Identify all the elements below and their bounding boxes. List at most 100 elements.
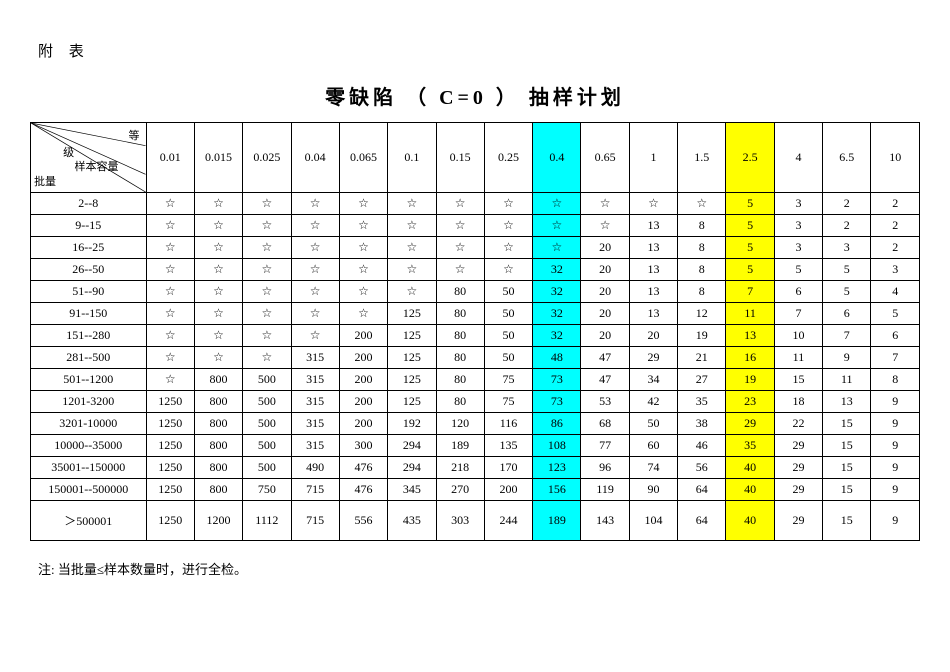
sample-size-cell: 75 (484, 391, 532, 413)
table-row: 9--15☆☆☆☆☆☆☆☆☆☆1385322 (31, 215, 920, 237)
sample-size-cell: ☆ (146, 215, 194, 237)
sample-size-cell: 125 (388, 325, 436, 347)
sample-size-cell: 1250 (146, 435, 194, 457)
sample-size-cell: ☆ (436, 215, 484, 237)
sample-size-cell: ☆ (291, 325, 339, 347)
sample-size-cell: ☆ (339, 237, 387, 259)
sample-size-cell: 2 (823, 193, 871, 215)
sample-size-cell: ☆ (291, 193, 339, 215)
sample-size-cell: 7 (726, 281, 774, 303)
aql-header: 0.065 (339, 123, 387, 193)
sample-size-cell: 8 (871, 369, 920, 391)
sample-size-cell: 104 (629, 501, 677, 541)
sample-size-cell: 5 (823, 259, 871, 281)
sample-size-cell: 18 (774, 391, 822, 413)
sample-size-cell: 3 (871, 259, 920, 281)
sample-size-cell: ☆ (243, 325, 291, 347)
sample-size-cell: 6 (823, 303, 871, 325)
sample-size-cell: 21 (678, 347, 726, 369)
sample-size-cell: 22 (774, 413, 822, 435)
sample-size-cell: 1250 (146, 501, 194, 541)
sample-size-cell: 108 (533, 435, 581, 457)
sample-size-cell: ☆ (194, 303, 242, 325)
sample-size-cell: ☆ (194, 237, 242, 259)
sample-size-cell: 11 (726, 303, 774, 325)
sample-size-cell: 53 (581, 391, 629, 413)
sample-size-cell: 68 (581, 413, 629, 435)
sample-size-cell: 135 (484, 435, 532, 457)
sample-size-cell: 96 (581, 457, 629, 479)
sample-size-cell: ☆ (194, 259, 242, 281)
sample-size-cell: 7 (823, 325, 871, 347)
sample-size-cell: 143 (581, 501, 629, 541)
sample-size-cell: 715 (291, 479, 339, 501)
sample-size-cell: 10 (774, 325, 822, 347)
sample-size-cell: ☆ (388, 259, 436, 281)
sample-size-cell: 13 (726, 325, 774, 347)
sample-size-cell: 200 (339, 325, 387, 347)
sampling-plan-table: 等 级 样本容量 批量 0.010.0150.0250.040.0650.10.… (30, 122, 920, 541)
sample-size-cell: 13 (629, 259, 677, 281)
sample-size-cell: 9 (871, 501, 920, 541)
sample-size-cell: 5 (823, 281, 871, 303)
sample-size-cell: 13 (629, 281, 677, 303)
sample-size-cell: 12 (678, 303, 726, 325)
table-row: 501--1200☆800500315200125807573473427191… (31, 369, 920, 391)
sample-size-cell: 9 (871, 391, 920, 413)
sample-size-cell: ☆ (533, 237, 581, 259)
sample-size-cell: ☆ (436, 193, 484, 215)
sample-size-cell: ☆ (243, 237, 291, 259)
sample-size-cell: 5 (871, 303, 920, 325)
sample-size-cell: 500 (243, 435, 291, 457)
sample-size-cell: 3 (774, 215, 822, 237)
sample-size-cell: 27 (678, 369, 726, 391)
sample-size-cell: 800 (194, 369, 242, 391)
sample-size-cell: 19 (726, 369, 774, 391)
sample-size-cell: 218 (436, 457, 484, 479)
sample-size-cell: 2 (871, 215, 920, 237)
sample-size-cell: ☆ (146, 303, 194, 325)
sample-size-cell: ☆ (243, 347, 291, 369)
sample-size-cell: 74 (629, 457, 677, 479)
sample-size-cell: ☆ (291, 215, 339, 237)
sample-size-cell: 123 (533, 457, 581, 479)
sample-size-cell: 50 (484, 303, 532, 325)
sample-size-cell: 119 (581, 479, 629, 501)
sample-size-cell: 1250 (146, 457, 194, 479)
sample-size-cell: 60 (629, 435, 677, 457)
sample-size-cell: 1250 (146, 479, 194, 501)
sample-size-cell: 20 (629, 325, 677, 347)
corner-cell: 等 级 样本容量 批量 (31, 123, 147, 193)
table-row: 16--25☆☆☆☆☆☆☆☆☆201385332 (31, 237, 920, 259)
sample-size-cell: 20 (581, 325, 629, 347)
sample-size-cell: 80 (436, 391, 484, 413)
sample-size-cell: 32 (533, 303, 581, 325)
sample-size-cell: 500 (243, 413, 291, 435)
lot-size-cell: 9--15 (31, 215, 147, 237)
corner-label-top: 等 (129, 127, 140, 143)
sample-size-cell: 7 (871, 347, 920, 369)
aql-header: 1 (629, 123, 677, 193)
sample-size-cell: ☆ (339, 303, 387, 325)
sample-size-cell: ☆ (339, 259, 387, 281)
sample-size-cell: 29 (774, 479, 822, 501)
sample-size-cell: 29 (774, 501, 822, 541)
sample-size-cell: 15 (823, 479, 871, 501)
aql-header: 4 (774, 123, 822, 193)
sample-size-cell: 9 (871, 457, 920, 479)
sample-size-cell: 125 (388, 347, 436, 369)
sample-size-cell: 15 (774, 369, 822, 391)
sample-size-cell: 9 (871, 413, 920, 435)
lot-size-cell: 150001--500000 (31, 479, 147, 501)
sample-size-cell: ☆ (533, 215, 581, 237)
table-row: 35001--150000125080050049047629421817012… (31, 457, 920, 479)
aql-header: 0.4 (533, 123, 581, 193)
sample-size-cell: ☆ (146, 369, 194, 391)
sample-size-cell: 315 (291, 435, 339, 457)
sample-size-cell: 50 (484, 347, 532, 369)
table-row: 10000--350001250800500315300294189135108… (31, 435, 920, 457)
sample-size-cell: 200 (484, 479, 532, 501)
sample-size-cell: ☆ (243, 215, 291, 237)
sample-size-cell: ☆ (194, 193, 242, 215)
sample-size-cell: 20 (581, 259, 629, 281)
